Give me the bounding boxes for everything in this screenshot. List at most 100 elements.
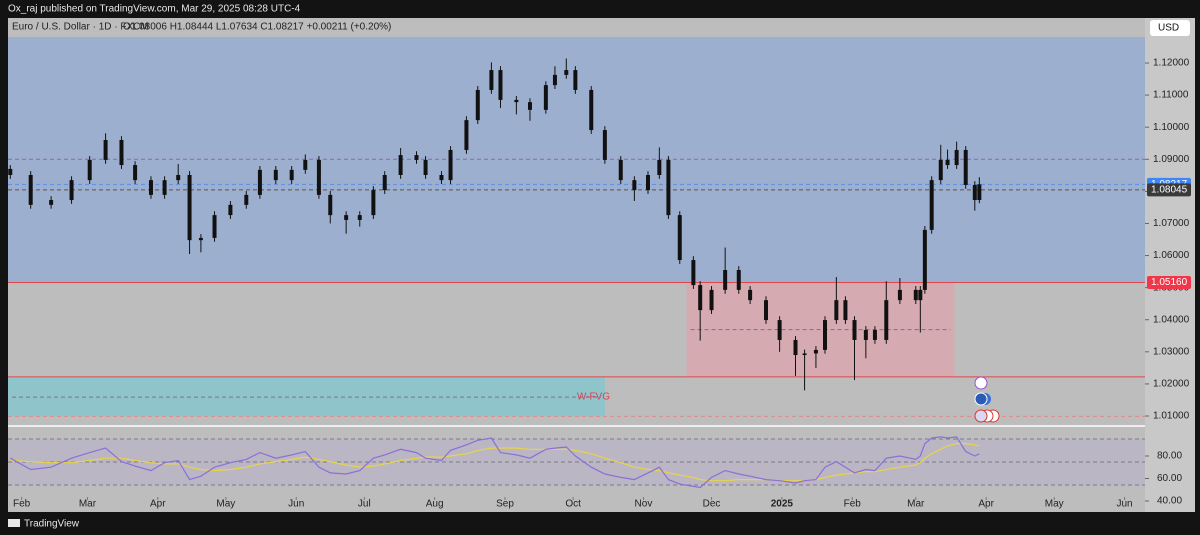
candle-body (543, 85, 548, 110)
candle-body (963, 149, 968, 185)
candle-body (187, 174, 192, 241)
ohlc: O1.08006 H1.08444 L1.07634 C1.08217 +0.0… (123, 22, 391, 33)
x-tick-label: Feb (13, 499, 31, 510)
candle-body (793, 339, 798, 356)
x-tick-label: Aug (426, 499, 444, 510)
candle-body (289, 169, 294, 181)
candle-body (884, 300, 889, 340)
candle-body (929, 180, 934, 230)
candle-body (723, 269, 728, 290)
candle-body (677, 215, 682, 261)
candle-body (514, 99, 519, 103)
candle-body (954, 149, 959, 166)
y-tick-label: 1.06000 (1153, 250, 1190, 261)
price-axis (1145, 18, 1195, 512)
x-tick-label: Apr (150, 499, 166, 510)
rsi-tick-label: 40.00 (1157, 496, 1182, 507)
candle-body (303, 159, 308, 170)
y-tick-label: 1.12000 (1153, 58, 1190, 69)
candle-body (464, 120, 469, 150)
x-tick-label: May (1045, 499, 1064, 510)
candle-body (897, 289, 902, 301)
candle-body (475, 89, 480, 121)
candle-body (228, 204, 233, 216)
x-tick-label: Mar (907, 499, 925, 510)
candle-body (852, 320, 857, 340)
candle-body (328, 194, 333, 216)
candle-body (176, 174, 181, 181)
x-tick-label: 2025 (771, 499, 794, 510)
x-tick-label: Feb (844, 499, 862, 510)
candle-body (657, 159, 662, 175)
x-tick-label: Dec (703, 499, 721, 510)
candle-body (709, 289, 714, 311)
candle-body (872, 330, 877, 340)
candle-body (414, 155, 419, 160)
x-tick-label: Mar (79, 499, 97, 510)
candle-body (977, 184, 982, 201)
candle-body (552, 74, 557, 86)
candle-body (316, 159, 321, 195)
x-tick-label: Jun (288, 499, 304, 510)
candle-body (198, 237, 203, 241)
candle-body (834, 300, 839, 321)
candle-body (736, 269, 741, 290)
candle-body (244, 194, 249, 205)
candle-body (698, 285, 703, 311)
candle-body (589, 89, 594, 131)
y-tick-label: 1.07000 (1153, 218, 1190, 229)
candle-body (212, 215, 217, 238)
brand: TradingView (24, 519, 80, 530)
price-label-box (1147, 276, 1191, 290)
candle-body (564, 70, 569, 75)
zone-label: W-FVG (577, 392, 610, 403)
event-icons (974, 376, 1000, 423)
candle-body (382, 174, 387, 191)
rsi-tick-label: 60.00 (1157, 473, 1182, 484)
candle-body (49, 200, 54, 205)
candle-body (748, 289, 753, 301)
candle-body (371, 190, 376, 216)
candle-body (573, 70, 578, 90)
price-label: 1.08045 (1151, 185, 1188, 196)
x-tick-label: Jun (1117, 499, 1133, 510)
candle-body (764, 300, 768, 321)
candle-body (28, 174, 33, 205)
rsi-tick-label: 80.00 (1157, 451, 1182, 462)
candle-body (69, 180, 74, 201)
candle-body (448, 149, 453, 181)
candle-body (119, 140, 124, 166)
candle-body (938, 159, 943, 181)
y-tick-label: 1.02000 (1153, 379, 1190, 390)
candle-body (439, 174, 444, 181)
candle-body (918, 289, 923, 301)
candle-body (632, 180, 637, 191)
x-tick-label: Nov (635, 499, 653, 510)
candle-body (945, 159, 950, 166)
candle-body (863, 330, 868, 340)
x-tick-label: Jul (358, 499, 371, 510)
publisher: Ox_raj published on TradingView.com, Mar… (8, 4, 301, 15)
candle-body (618, 159, 623, 181)
candle-body (823, 320, 828, 350)
candle-body (645, 174, 650, 191)
x-tick-label: Apr (978, 499, 994, 510)
candle-body (103, 140, 108, 160)
candle-body (148, 180, 153, 195)
candle-body (843, 300, 848, 321)
x-tick-label: Sep (496, 499, 514, 510)
candle-body (498, 70, 503, 100)
brand-logo (8, 519, 20, 527)
y-tick-label: 1.11000 (1153, 90, 1189, 101)
candle-body (162, 180, 167, 195)
candle-body (913, 289, 918, 301)
y-tick-label: 1.01000 (1153, 411, 1190, 422)
candle-body (527, 102, 532, 110)
candle-body (273, 169, 278, 181)
currency[interactable]: USD (1158, 23, 1179, 34)
candle-body (666, 159, 671, 216)
candle-body (777, 320, 782, 340)
candle-body (972, 184, 977, 201)
currency-box[interactable] (1150, 20, 1190, 36)
